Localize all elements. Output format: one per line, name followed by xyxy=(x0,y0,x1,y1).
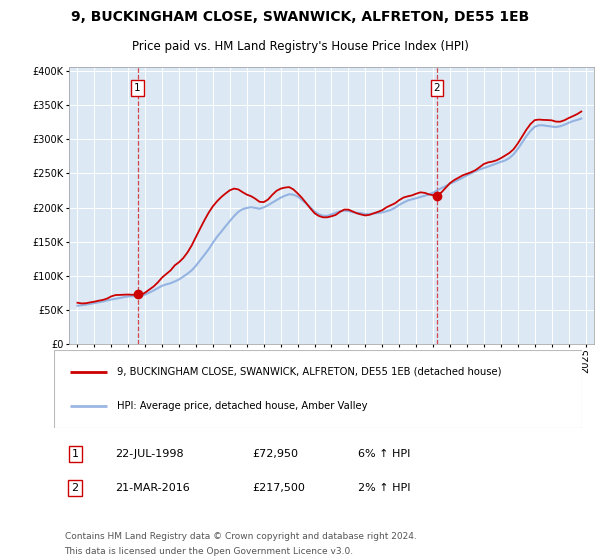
Text: Price paid vs. HM Land Registry's House Price Index (HPI): Price paid vs. HM Land Registry's House … xyxy=(131,40,469,53)
Text: 22-JUL-1998: 22-JUL-1998 xyxy=(115,449,184,459)
Text: 2: 2 xyxy=(434,83,440,93)
Text: £72,950: £72,950 xyxy=(252,449,298,459)
Text: 9, BUCKINGHAM CLOSE, SWANWICK, ALFRETON, DE55 1EB (detached house): 9, BUCKINGHAM CLOSE, SWANWICK, ALFRETON,… xyxy=(118,367,502,377)
Text: This data is licensed under the Open Government Licence v3.0.: This data is licensed under the Open Gov… xyxy=(65,547,353,556)
Text: 6% ↑ HPI: 6% ↑ HPI xyxy=(358,449,410,459)
Text: Contains HM Land Registry data © Crown copyright and database right 2024.: Contains HM Land Registry data © Crown c… xyxy=(65,531,416,540)
Text: 2% ↑ HPI: 2% ↑ HPI xyxy=(358,483,410,493)
Text: 9, BUCKINGHAM CLOSE, SWANWICK, ALFRETON, DE55 1EB: 9, BUCKINGHAM CLOSE, SWANWICK, ALFRETON,… xyxy=(71,10,529,24)
Text: HPI: Average price, detached house, Amber Valley: HPI: Average price, detached house, Ambe… xyxy=(118,402,368,412)
Text: 1: 1 xyxy=(134,83,141,93)
Text: 21-MAR-2016: 21-MAR-2016 xyxy=(115,483,190,493)
Text: 2: 2 xyxy=(71,483,79,493)
Text: 1: 1 xyxy=(71,449,79,459)
Text: £217,500: £217,500 xyxy=(252,483,305,493)
FancyBboxPatch shape xyxy=(54,350,582,428)
